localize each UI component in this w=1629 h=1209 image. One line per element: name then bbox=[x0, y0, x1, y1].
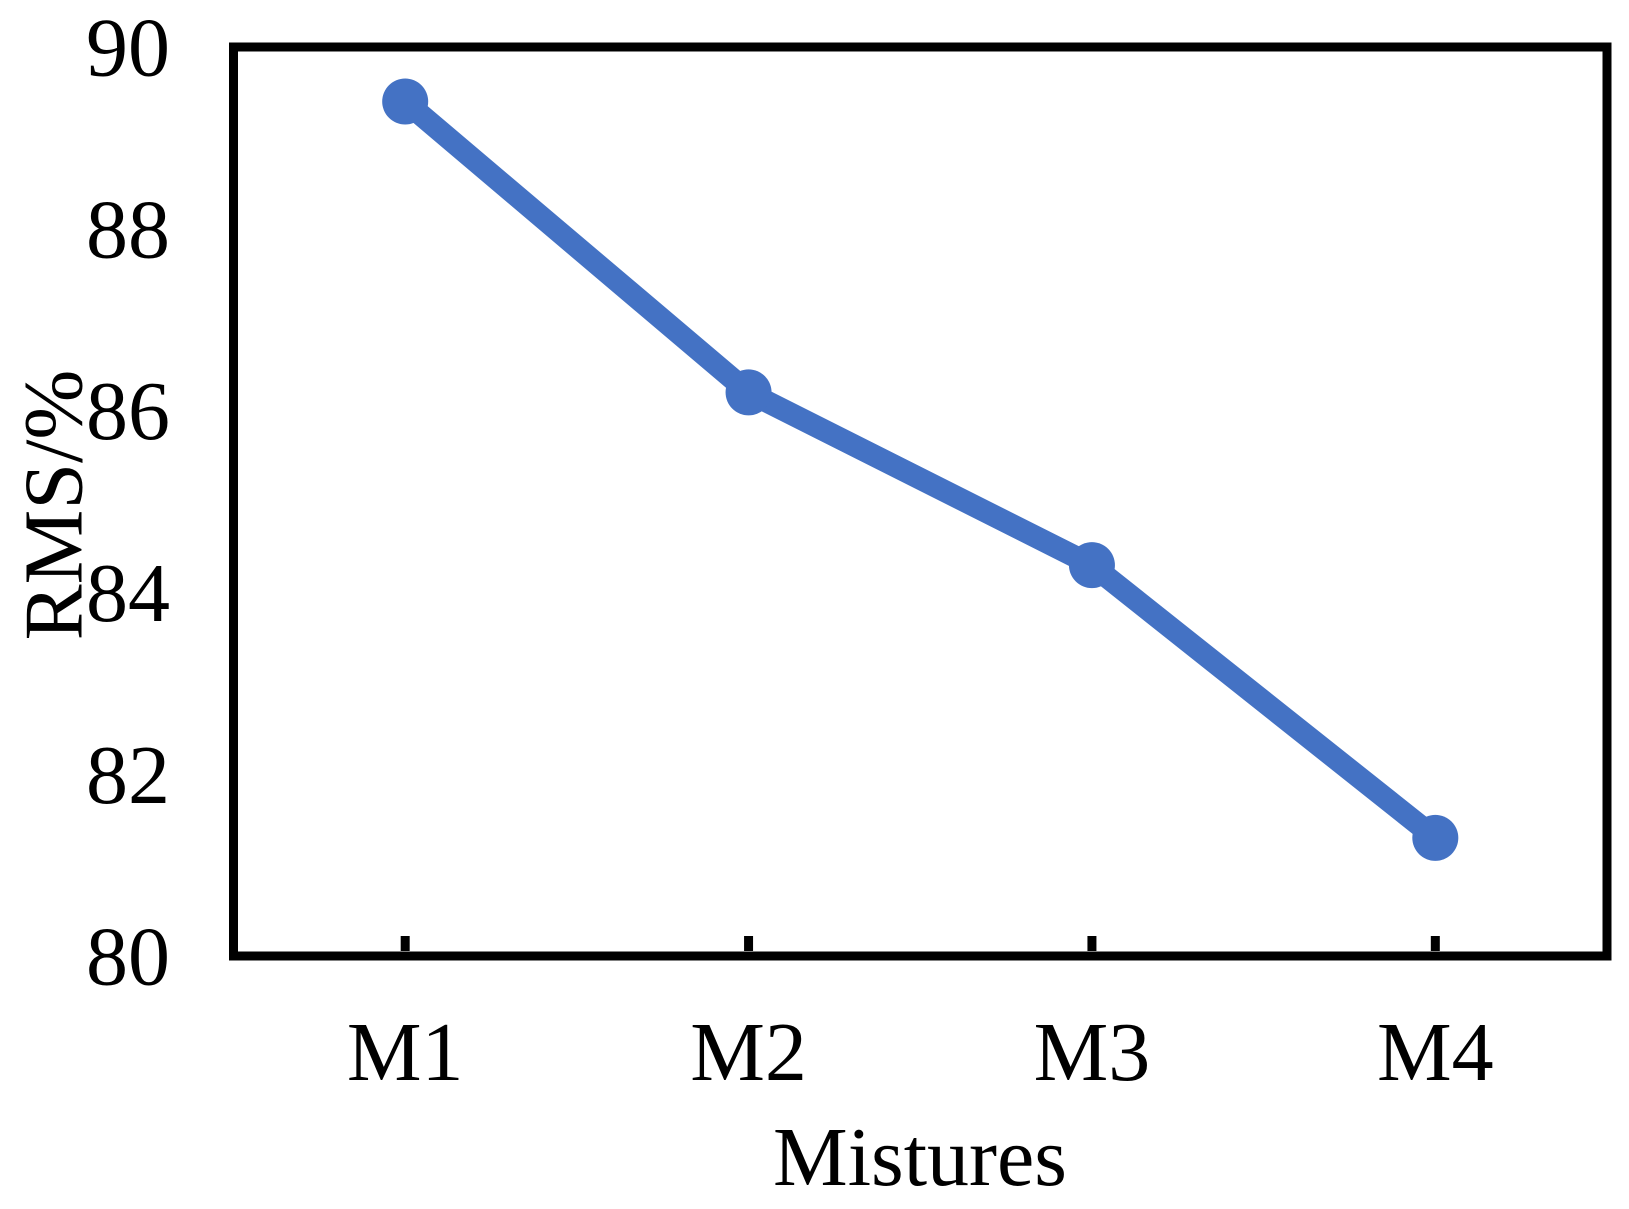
y-tick-label: 80 bbox=[86, 911, 170, 1004]
y-tick-label: 82 bbox=[86, 729, 170, 822]
y-tick-label: 86 bbox=[86, 365, 170, 458]
x-tick-label: M4 bbox=[1377, 1006, 1494, 1099]
data-point-marker bbox=[1412, 814, 1459, 861]
data-point-marker bbox=[382, 78, 429, 125]
data-point-marker bbox=[1068, 542, 1115, 589]
data-series bbox=[382, 78, 1459, 861]
y-axis-title: RMS/% bbox=[7, 370, 100, 641]
x-tick-marks bbox=[400, 936, 1440, 951]
y-tick-label: 90 bbox=[86, 2, 170, 95]
plot-frame bbox=[229, 42, 1612, 961]
data-point-marker bbox=[725, 369, 772, 416]
x-tick-labels: M1 M2 M3 M4 bbox=[347, 1006, 1494, 1099]
rms-line bbox=[398, 93, 1443, 847]
y-tick-label: 84 bbox=[86, 547, 170, 640]
y-tick-labels: 80 82 84 86 88 90 bbox=[86, 2, 170, 1004]
y-tick-label: 88 bbox=[86, 183, 170, 276]
x-axis-title: Mistures bbox=[773, 1111, 1067, 1204]
x-tick-label: M1 bbox=[347, 1006, 464, 1099]
x-tick-label: M2 bbox=[690, 1006, 807, 1099]
x-tick-label: M3 bbox=[1034, 1006, 1151, 1099]
